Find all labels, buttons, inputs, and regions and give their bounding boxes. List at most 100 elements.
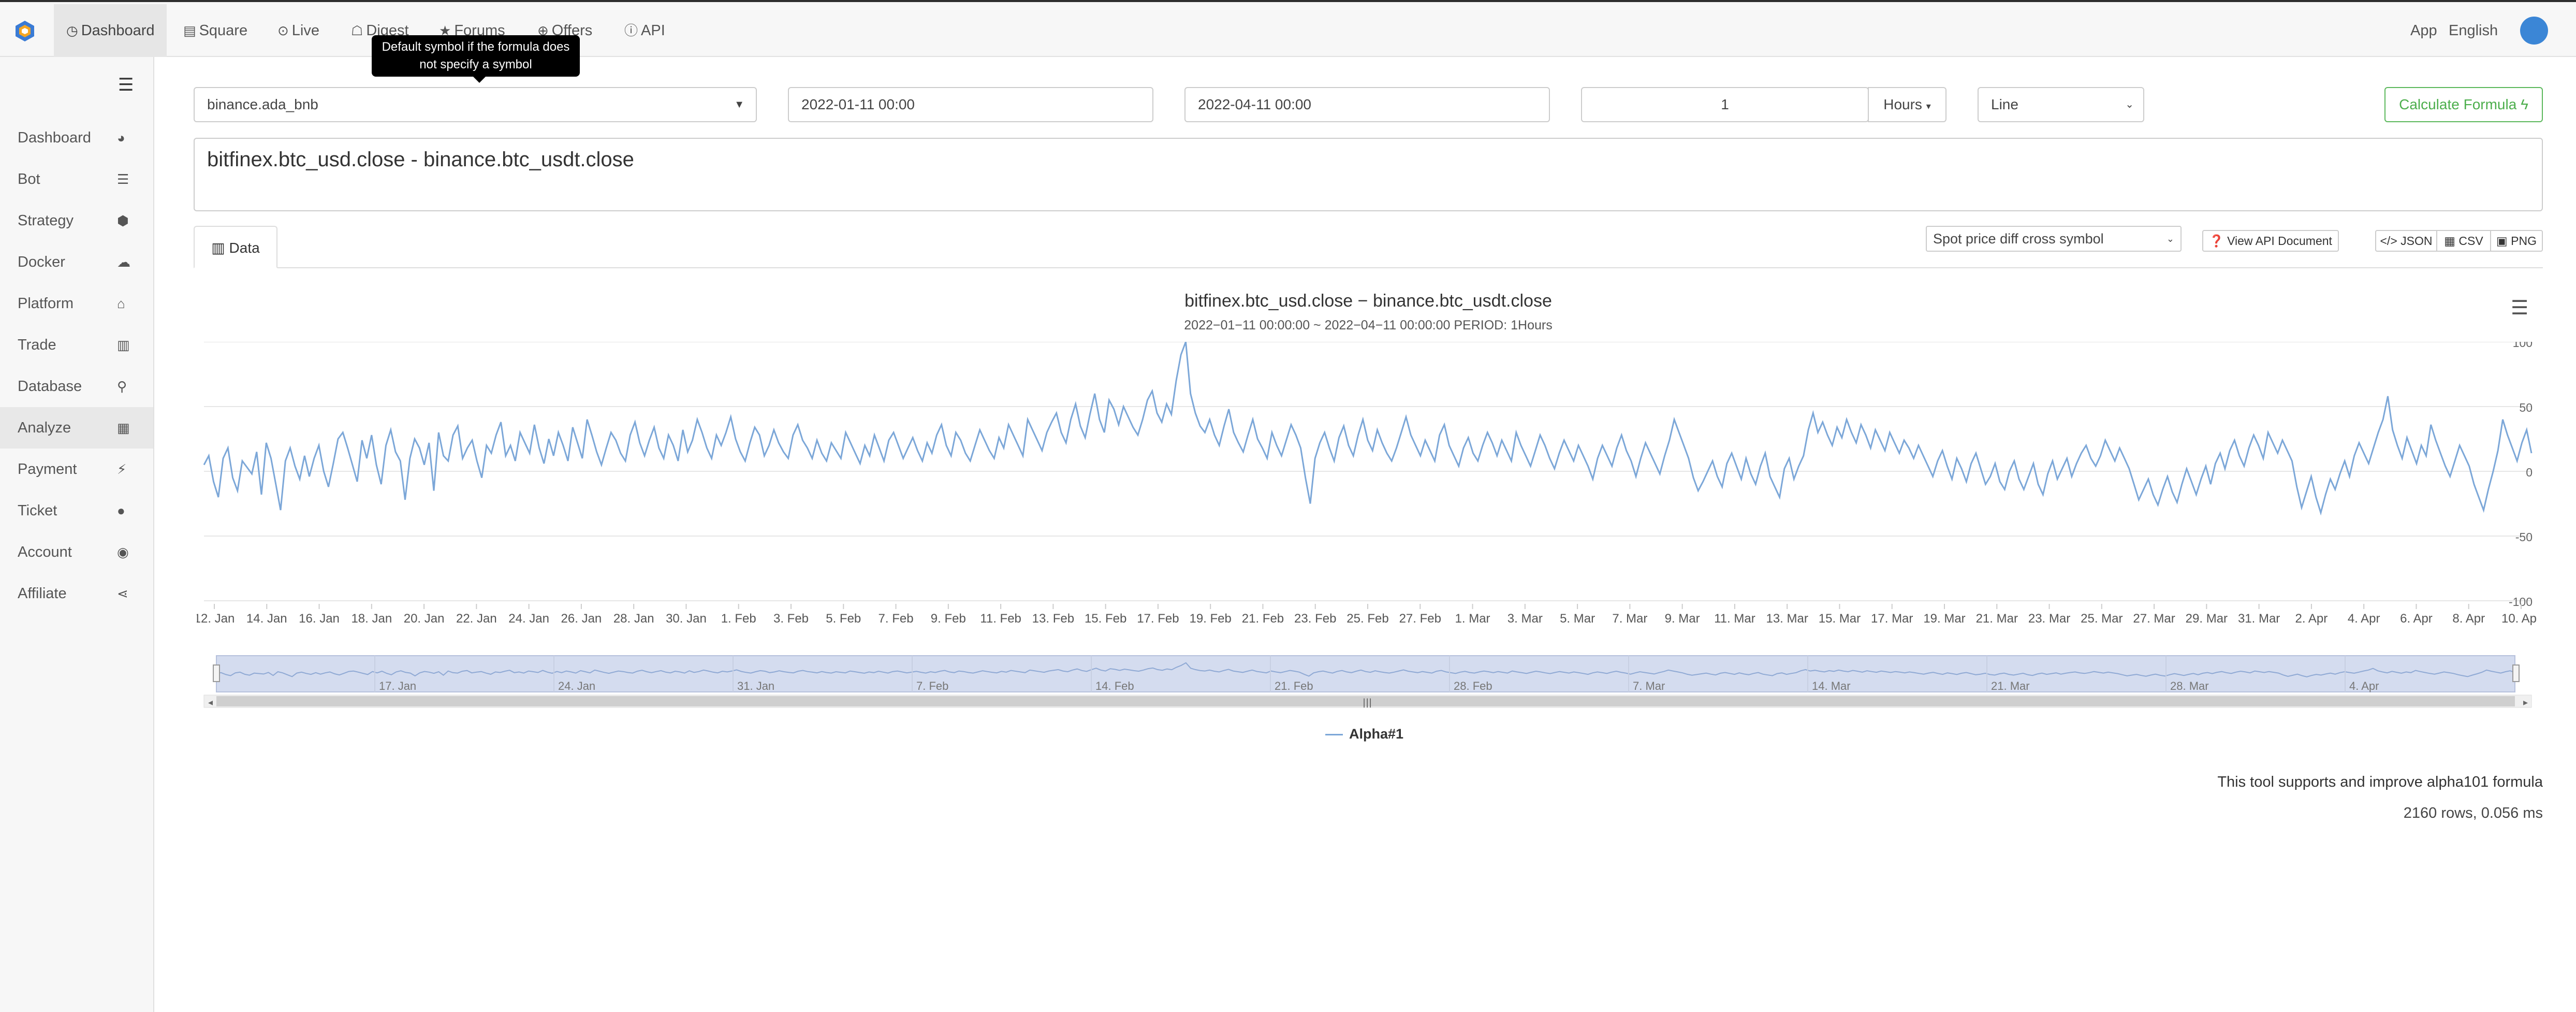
- plug-icon: ⚡: [117, 461, 127, 477]
- nav-api[interactable]: ⓘ API: [624, 4, 665, 57]
- sidebar-item-trade[interactable]: Trade ▥: [0, 324, 153, 366]
- sidebar-item-label: Strategy: [18, 212, 74, 229]
- navigator-tick-label: 4. Apr: [2349, 680, 2379, 692]
- calculator-icon: ▦: [117, 420, 130, 436]
- sidebar-item-ticket[interactable]: Ticket ●: [0, 490, 153, 531]
- navigator-series-line: [216, 662, 2515, 677]
- menu-toggle-icon[interactable]: ☰: [118, 75, 134, 95]
- scroll-right-arrow-icon: ▸: [2523, 697, 2528, 708]
- x-tick-label: 3. Feb: [773, 612, 809, 626]
- y-tick-label: -50: [2515, 530, 2533, 544]
- period-input[interactable]: 1: [1581, 87, 1869, 122]
- chart-type-value: Line: [1991, 96, 2018, 112]
- navigator-selection: [216, 655, 2515, 692]
- chart-legend-item[interactable]: Alpha#1: [1325, 726, 1403, 742]
- end-date-input[interactable]: 2022-04-11 00:00: [1184, 87, 1550, 122]
- x-tick-label: 25. Feb: [1346, 612, 1388, 626]
- x-tick-label: 21. Mar: [1976, 612, 2018, 626]
- x-tick-label: 30. Jan: [666, 612, 707, 626]
- table-icon: ▦: [2444, 234, 2456, 248]
- x-tick-label: 13. Mar: [1766, 612, 1808, 626]
- x-tick-label: 18. Jan: [351, 612, 392, 626]
- x-tick-label: 1. Feb: [721, 612, 756, 626]
- sidebar-item-label: Affiliate: [18, 585, 67, 602]
- symbol-select[interactable]: binance.ada_bnb ▼: [194, 87, 757, 122]
- tab-data[interactable]: ▥ Data: [194, 226, 277, 268]
- caret-down-icon: ▼: [734, 99, 744, 110]
- list-icon: ☰: [117, 171, 129, 187]
- sidebar-item-label: Dashboard: [18, 129, 91, 146]
- sidebar-item-strategy[interactable]: Strategy ⬢: [0, 200, 153, 241]
- nav-app-link[interactable]: App: [2410, 22, 2437, 39]
- start-date-input[interactable]: 2022-01-11 00:00: [788, 87, 1153, 122]
- avatar[interactable]: [2520, 17, 2548, 45]
- x-tick-label: 27. Mar: [2133, 612, 2175, 626]
- x-tick-label: 24. Jan: [508, 612, 549, 626]
- formula-textarea[interactable]: bitfinex.btc_usd.close - binance.btc_usd…: [194, 138, 2543, 211]
- sidebar-item-account[interactable]: Account ◉: [0, 531, 153, 573]
- gauge-icon: ◕: [117, 130, 125, 146]
- period-unit-label: Hours: [1883, 96, 1922, 112]
- view-api-document-button[interactable]: ❓ View API Document: [2202, 230, 2339, 252]
- x-tick-label: 4. Apr: [2348, 612, 2380, 626]
- nav-dashboard[interactable]: ◷ Dashboard: [54, 4, 167, 57]
- x-tick-label: 23. Feb: [1294, 612, 1336, 626]
- nav-live[interactable]: ⊙ Live: [277, 4, 319, 57]
- nav-dashboard-label: Dashboard: [81, 22, 155, 39]
- sidebar-item-platform[interactable]: Platform ⌂: [0, 283, 153, 324]
- sidebar-item-dashboard[interactable]: Dashboard ◕: [0, 117, 153, 158]
- x-tick-label: 17. Mar: [1871, 612, 1913, 626]
- formula-template-select[interactable]: Spot price diff cross symbol ⌄: [1926, 226, 2182, 252]
- calculate-formula-button[interactable]: Calculate Formula ϟ: [2384, 87, 2543, 122]
- nav-square[interactable]: ▤ Square: [183, 4, 247, 57]
- navigator-tick-label: 14. Mar: [1812, 680, 1851, 692]
- x-tick-label: 13. Feb: [1032, 612, 1074, 626]
- user-circle-icon: ◉: [117, 544, 129, 560]
- y-tick-label: 50: [2519, 401, 2533, 414]
- digest-icon: ☖: [351, 23, 363, 38]
- sidebar-item-docker[interactable]: Docker ☁: [0, 241, 153, 283]
- sidebar-item-analyze[interactable]: Analyze ▦: [0, 407, 153, 449]
- x-tick-label: 7. Mar: [1612, 612, 1647, 626]
- x-tick-label: 21. Feb: [1242, 612, 1284, 626]
- chart-menu-icon[interactable]: ☰: [2511, 297, 2529, 319]
- square-icon: ▤: [183, 23, 196, 38]
- star-icon: ★: [439, 23, 451, 38]
- sidebar-item-affiliate[interactable]: Affiliate ⋖: [0, 573, 153, 614]
- cube-icon: ⬢: [117, 213, 129, 228]
- sidebar-item-database[interactable]: Database ⚲: [0, 366, 153, 407]
- x-tick-label: 25. Mar: [2081, 612, 2123, 626]
- legend-label: Alpha#1: [1349, 726, 1404, 742]
- export-csv-button[interactable]: ▦ CSV: [2436, 230, 2491, 252]
- export-json-button[interactable]: </> JSON: [2375, 230, 2437, 252]
- x-tick-label: 15. Mar: [1819, 612, 1861, 626]
- tab-bar-divider: [194, 267, 2543, 268]
- period-unit-dropdown[interactable]: Hours ▾: [1868, 87, 1946, 122]
- chart-type-select[interactable]: Line ⌄: [1978, 87, 2144, 122]
- export-json-label: JSON: [2401, 234, 2433, 248]
- line-chart: 100 50 0 -50 -100 12. Jan 14. Jan 16. Jan 18. Ja…: [197, 342, 2537, 708]
- x-tick-label: 19. Feb: [1189, 612, 1231, 626]
- sidebar-item-payment[interactable]: Payment ⚡: [0, 449, 153, 490]
- symbol-tooltip: Default symbol if the formula does not s…: [372, 35, 580, 83]
- export-png-button[interactable]: ▣ PNG: [2490, 230, 2543, 252]
- sidebar-item-label: Analyze: [18, 420, 71, 436]
- site-logo-icon[interactable]: [13, 20, 36, 42]
- x-tick-label: 12. Jan: [197, 612, 235, 626]
- bolt-icon: ϟ: [2521, 96, 2528, 112]
- navigator-tick-label: 24. Jan: [558, 680, 595, 692]
- x-tick-label: 2. Apr: [2295, 612, 2328, 626]
- navigator-tick-label: 17. Jan: [379, 680, 416, 692]
- chevron-down-icon: ⌄: [2166, 234, 2174, 244]
- x-tick-label: 28. Jan: [613, 612, 654, 626]
- sidebar-item-label: Database: [18, 378, 82, 395]
- offers-icon: ⊕: [537, 23, 549, 38]
- export-csv-label: CSV: [2458, 234, 2483, 248]
- sidebar-item-bot[interactable]: Bot ☰: [0, 158, 153, 200]
- export-png-label: PNG: [2511, 234, 2537, 248]
- bank-icon: ⌂: [117, 296, 125, 311]
- language-switch[interactable]: English: [2449, 22, 2498, 39]
- sidebar-item-label: Trade: [18, 337, 56, 353]
- tool-support-note: This tool supports and improve alpha101 …: [2217, 774, 2543, 790]
- x-tick-label: 5. Feb: [826, 612, 861, 626]
